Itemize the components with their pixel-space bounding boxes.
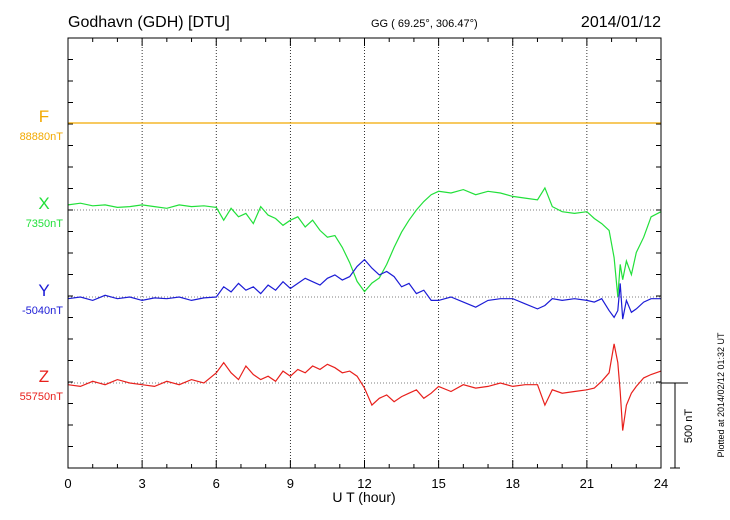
x-tick-label: 15 — [431, 476, 445, 491]
plotted-timestamp: Plotted at 2014/02/12 01:32 UT — [716, 332, 726, 458]
series-labels: F 88880nT X 7350nT Y -5040nT Z 55750nT — [20, 107, 64, 403]
series-traces — [67, 122, 662, 431]
x-tick-label: 12 — [357, 476, 371, 491]
x-tick-label: 18 — [506, 476, 520, 491]
series-y-trace — [67, 258, 661, 320]
series-x-trace — [67, 186, 662, 297]
series-f-baseline-label: 88880nT — [20, 131, 64, 143]
series-z-name: Z — [39, 367, 49, 386]
series-z-baseline-label: 55750nT — [20, 391, 64, 403]
x-tick-label: 9 — [287, 476, 294, 491]
x-tick-labels: 0 3 6 9 12 15 18 21 24 — [64, 476, 668, 491]
x-tick-label: 3 — [139, 476, 146, 491]
date-label: 2014/01/12 — [581, 14, 661, 31]
grid-lines — [68, 38, 661, 468]
scale-bar-label: 500 nT — [683, 409, 695, 444]
x-tick-label: 24 — [654, 476, 668, 491]
x-axis-label: U T (hour) — [332, 489, 395, 505]
axis-ticks — [67, 38, 662, 468]
series-f-name: F — [39, 107, 49, 126]
plot-frame — [67, 37, 662, 469]
series-z-trace — [67, 343, 662, 431]
x-tick-label: 21 — [580, 476, 594, 491]
station-title: Godhavn (GDH) [DTU] — [68, 14, 230, 31]
x-tick-label: 6 — [213, 476, 220, 491]
series-x-baseline-label: 7350nT — [26, 218, 64, 230]
series-x-name: X — [38, 194, 49, 213]
scale-bar: 500 nT — [661, 382, 695, 469]
coordinates-label: GG ( 69.25°, 306.47°) — [371, 18, 478, 30]
x-tick-label: 0 — [64, 476, 71, 491]
series-y-name: Y — [38, 281, 49, 300]
series-y-baseline-label: -5040nT — [22, 305, 63, 317]
